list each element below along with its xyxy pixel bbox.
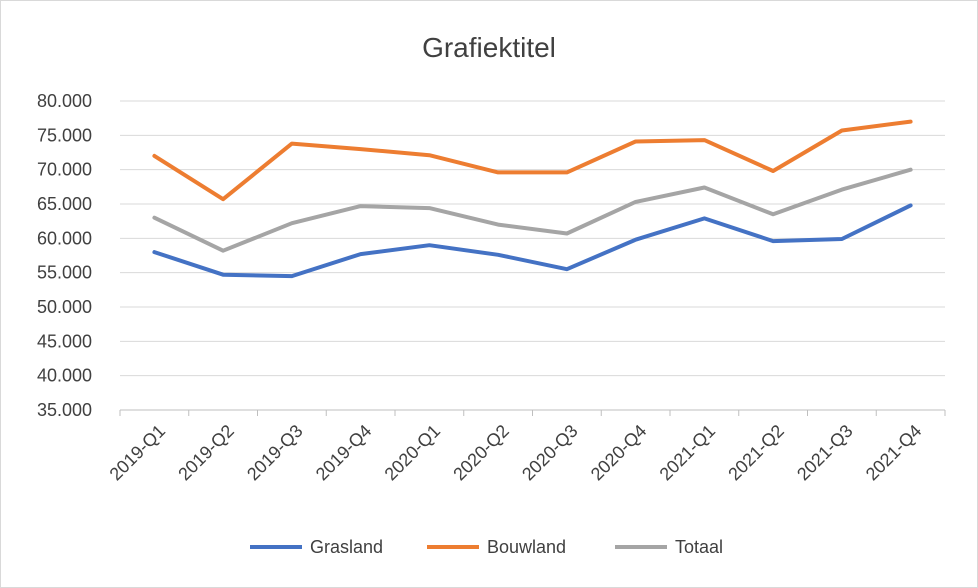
x-tick-label: 2020-Q4: [587, 421, 651, 485]
y-tick-label: 65.000: [37, 194, 92, 214]
series-line-grasland: [152, 203, 913, 279]
x-tick-label: 2019-Q4: [312, 421, 376, 485]
legend-label: Totaal: [675, 537, 723, 557]
x-tick-label: 2021-Q4: [862, 421, 926, 485]
y-tick-label: 55.000: [37, 263, 92, 283]
series-lines: [152, 119, 913, 279]
legend-label: Bouwland: [487, 537, 566, 557]
y-tick-label: 75.000: [37, 125, 92, 145]
x-tick-label: 2019-Q1: [106, 421, 170, 485]
y-tick-label: 70.000: [37, 160, 92, 180]
y-axis-ticks: 35.000 40.000 45.000 50.000 55.000 60.000 65.0…: [37, 91, 92, 420]
x-tick-label: 2020-Q1: [381, 421, 445, 485]
x-tick-label: 2019-Q2: [174, 421, 238, 485]
y-tick-label: 60.000: [37, 228, 92, 248]
x-tick-label: 2019-Q3: [243, 421, 307, 485]
x-tick-label: 2020-Q2: [449, 421, 513, 485]
y-tick-label: 45.000: [37, 331, 92, 351]
x-tick-label: 2021-Q1: [656, 421, 720, 485]
x-tick-label: 2020-Q3: [518, 421, 582, 485]
series-line-totaal: [152, 167, 913, 253]
x-axis: [119, 409, 946, 416]
y-tick-label: 50.000: [37, 297, 92, 317]
y-tick-label: 40.000: [37, 366, 92, 386]
legend-label: Grasland: [310, 537, 383, 557]
x-tick-label: 2021-Q3: [793, 421, 857, 485]
x-axis-ticks: 2019-Q1 2019-Q2 2019-Q3 2019-Q4 2020-Q1 2020-…: [106, 421, 926, 485]
chart-title: Grafiektitel: [422, 32, 556, 63]
x-tick-label: 2021-Q2: [724, 421, 788, 485]
legend: Grasland Bouwland Totaal: [250, 537, 723, 557]
y-tick-label: 80.000: [37, 91, 92, 111]
series-line-bouwland: [152, 119, 913, 202]
y-tick-label: 35.000: [37, 400, 92, 420]
